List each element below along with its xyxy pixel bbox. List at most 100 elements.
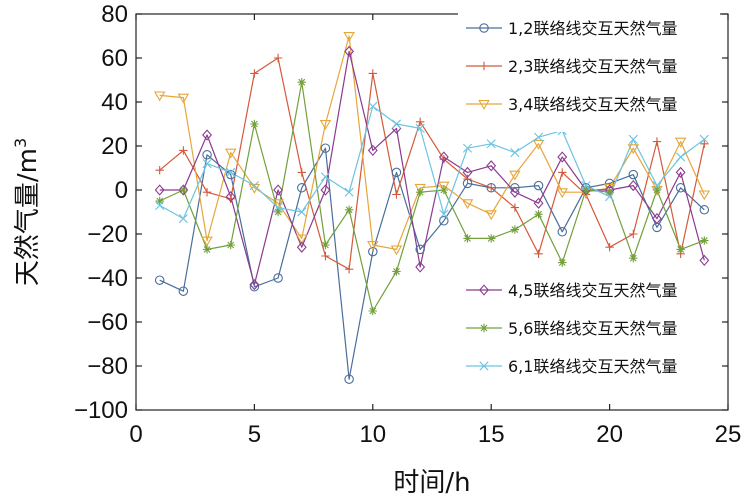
data-point: [415, 188, 425, 197]
data-point: [225, 169, 236, 180]
tick-labels: 0 5 10 15 20 25 −100 −80 −60 −40 −20 0 20 40 60 80: [74, 1, 741, 448]
y-tick-label: 60: [101, 45, 128, 72]
data-point: [462, 143, 473, 153]
x-axis-label: 时间/h: [393, 468, 470, 498]
data-point: [533, 197, 544, 209]
data-point: [557, 227, 567, 237]
legend-label: 6,1联络线交互天然气量: [508, 357, 677, 376]
data-point: [415, 261, 426, 273]
data-point: [297, 207, 307, 217]
data-point: [605, 243, 614, 252]
series-points-5: [155, 78, 709, 316]
data-point: [628, 179, 639, 192]
legend-marker: [479, 361, 489, 371]
data-point: [296, 234, 308, 245]
data-point: [177, 93, 190, 104]
data-point: [368, 306, 377, 316]
series-line-5: [159, 81, 705, 312]
data-point: [674, 137, 687, 148]
data-point: [485, 210, 497, 221]
data-point: [390, 245, 403, 256]
y-tick-label: 20: [101, 133, 128, 160]
data-point: [392, 267, 401, 276]
legend-marker: [479, 323, 489, 333]
data-point: [297, 183, 307, 193]
data-point: [273, 203, 283, 213]
series-points-3: [153, 32, 711, 256]
data-point: [510, 148, 520, 158]
data-point: [202, 159, 212, 169]
data-point: [368, 69, 377, 78]
data-point: [415, 244, 425, 255]
data-point: [629, 254, 638, 263]
legend-label: 1,2联络线交互天然气量: [508, 19, 677, 38]
data-point: [367, 241, 379, 251]
data-point: [652, 181, 662, 191]
data-point: [438, 181, 450, 192]
y-tick-label: 80: [101, 1, 128, 28]
legend-marker: [478, 100, 490, 110]
legend-marker: [479, 61, 489, 71]
data-point: [699, 205, 710, 215]
data-point: [179, 185, 188, 195]
series-line-6: [159, 105, 705, 220]
data-point: [153, 91, 166, 102]
data-point: [652, 137, 662, 146]
data-point: [154, 184, 165, 196]
data-point: [155, 166, 164, 175]
data-point: [319, 120, 332, 130]
data-point: [605, 188, 614, 197]
x-tick-label: 5: [248, 421, 261, 448]
legend-item-1: 1,2联络线交互天然气量: [466, 19, 677, 38]
legend-label: 4,5联络线交互天然气量: [508, 281, 677, 300]
data-point: [226, 167, 236, 177]
legend-marker: [479, 284, 489, 296]
x-tick-label: 0: [129, 421, 142, 448]
legend-item-3: 3,4联络线交互天然气量: [466, 95, 677, 114]
y-tick-label: −80: [87, 353, 128, 380]
plot-frame: [135, 13, 729, 411]
data-point: [297, 78, 306, 87]
data-point: [415, 117, 425, 126]
data-point: [344, 205, 354, 214]
legend-label: 3,4联络线交互天然气量: [508, 95, 677, 114]
data-point: [391, 119, 402, 129]
data-point: [201, 236, 213, 247]
data-point: [202, 245, 212, 254]
data-point: [556, 188, 568, 199]
data-point: [486, 139, 496, 149]
legend-item-6: 6,1联络线交互天然气量: [466, 357, 677, 376]
data-point: [344, 374, 354, 384]
data-point: [486, 160, 497, 172]
data-point: [391, 167, 402, 178]
data-point: [250, 69, 259, 78]
data-point: [320, 184, 331, 196]
y-axis-label-base: 天然气量/m: [13, 148, 43, 286]
data-point: [249, 181, 259, 191]
data-point: [250, 119, 259, 129]
data-point: [249, 278, 260, 291]
data-point: [249, 282, 260, 292]
data-point: [629, 229, 638, 239]
data-point: [178, 286, 189, 296]
data-point: [558, 168, 567, 177]
data-point: [154, 275, 165, 285]
data-point: [367, 144, 378, 157]
data-point: [628, 169, 639, 180]
data-point: [202, 150, 212, 160]
y-tick-label: −100: [74, 397, 128, 424]
data-point: [414, 183, 426, 194]
data-point: [698, 190, 711, 201]
data-point: [509, 186, 520, 198]
data-point: [534, 249, 543, 258]
data-point: [676, 245, 685, 254]
legend-item-2: 2,3联络线交互天然气量: [466, 57, 677, 76]
x-tick-label: 25: [715, 421, 742, 448]
legend-label: 5,6联络线交互天然气量: [508, 319, 677, 338]
data-point: [627, 144, 640, 155]
data-point: [581, 181, 591, 191]
data-point: [439, 216, 449, 226]
data-point: [321, 240, 330, 250]
legend-item-4: 4,5联络线交互天然气量: [466, 281, 677, 300]
